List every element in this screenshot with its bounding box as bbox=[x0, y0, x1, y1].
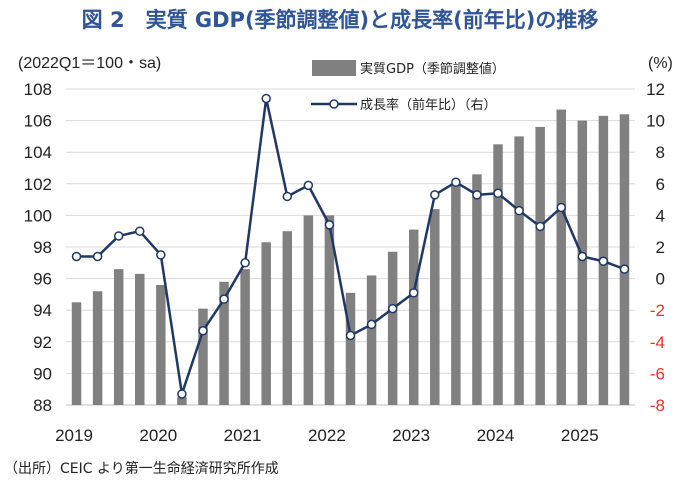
left-tick-label: 98 bbox=[33, 238, 52, 257]
right-tick-label: 8 bbox=[656, 143, 665, 162]
gdp-bar-2020Q4 bbox=[219, 281, 229, 405]
growth-point-2025Q2 bbox=[598, 256, 609, 266]
legend: 実質GDP（季節調整値） 成長率（前年比）（右） bbox=[311, 60, 505, 113]
left-tick-label: 94 bbox=[33, 301, 52, 320]
x-tick-label: 2021 bbox=[224, 426, 262, 445]
left-tick-label: 100 bbox=[24, 206, 52, 225]
right-axis-unit: (%) bbox=[648, 55, 673, 72]
x-tick-label: 2023 bbox=[392, 426, 430, 445]
chart-title: 図 2 実質 GDP(季節調整値)と成長率(前年比)の推移 bbox=[81, 8, 599, 32]
right-tick-label: -6 bbox=[650, 364, 665, 383]
growth-point-2020Q3 bbox=[198, 325, 208, 336]
left-tick-label: 90 bbox=[33, 364, 52, 383]
growth-point-2021Q2 bbox=[261, 93, 271, 104]
left-tick-label: 88 bbox=[33, 396, 52, 415]
right-tick-label: 4 bbox=[656, 206, 665, 225]
legend-line-marker bbox=[329, 99, 339, 109]
growth-point-2024Q4 bbox=[556, 202, 566, 213]
gdp-bar-2022Q3 bbox=[366, 275, 377, 405]
growth-point-2022Q1 bbox=[324, 220, 335, 230]
gdp-bar-2020Q3 bbox=[198, 308, 208, 405]
x-tick-label: 2025 bbox=[561, 426, 599, 445]
gdp-bar-2024Q2 bbox=[514, 136, 524, 405]
growth-point-2021Q3 bbox=[282, 191, 293, 202]
growth-line bbox=[71, 93, 630, 399]
gdp-bar-2021Q2 bbox=[261, 242, 271, 405]
x-tick-label: 2022 bbox=[308, 426, 346, 445]
right-tick-label: -8 bbox=[650, 396, 665, 415]
gdp-bar-2020Q2 bbox=[177, 397, 187, 405]
left-tick-label: 96 bbox=[33, 270, 52, 289]
gdp-bar-2019Q3 bbox=[113, 269, 124, 405]
gdp-bar-2023Q4 bbox=[472, 174, 482, 405]
left-axis-unit: (2022Q1＝100・sa) bbox=[18, 55, 161, 72]
left-tick-label: 92 bbox=[33, 333, 52, 352]
growth-point-2025Q3 bbox=[619, 264, 630, 274]
growth-point-2024Q3 bbox=[535, 221, 545, 232]
gdp-bar-2023Q1 bbox=[408, 229, 419, 405]
right-tick-label: -4 bbox=[650, 333, 665, 352]
growth-point-2020Q1 bbox=[156, 250, 166, 260]
legend-bar-swatch bbox=[312, 60, 356, 76]
gdp-bar-2022Q4 bbox=[387, 251, 398, 405]
growth-point-2022Q4 bbox=[387, 303, 398, 314]
x-tick-label: 2019 bbox=[55, 426, 93, 445]
x-tick-label: 2024 bbox=[477, 426, 515, 445]
right-tick-label: 10 bbox=[646, 112, 665, 131]
gdp-bar-2024Q1 bbox=[493, 144, 503, 406]
growth-point-2024Q1 bbox=[493, 188, 503, 199]
gdp-bars bbox=[71, 109, 630, 406]
growth-point-2020Q2 bbox=[177, 389, 187, 399]
growth-point-2023Q1 bbox=[408, 288, 419, 298]
gdp-bar-2022Q1 bbox=[324, 215, 335, 405]
growth-point-2019Q1 bbox=[71, 251, 82, 262]
gdp-bar-2021Q4 bbox=[303, 215, 314, 405]
gdp-bar-2020Q1 bbox=[156, 284, 166, 405]
x-tick-label: 2020 bbox=[139, 426, 177, 445]
growth-point-2025Q1 bbox=[577, 251, 588, 262]
growth-point-2019Q4 bbox=[135, 226, 145, 236]
gdp-bar-2025Q1 bbox=[577, 120, 588, 405]
growth-point-2024Q2 bbox=[514, 205, 524, 216]
right-tick-label: -2 bbox=[650, 301, 665, 320]
growth-point-2021Q4 bbox=[303, 180, 314, 191]
source-note: （出所）CEIC より第一生命経済研究所作成 bbox=[4, 461, 279, 477]
left-tick-label: 102 bbox=[24, 175, 52, 194]
right-tick-label: 6 bbox=[656, 175, 665, 194]
growth-point-2022Q3 bbox=[366, 319, 377, 330]
left-tick-label: 104 bbox=[24, 143, 52, 162]
growth-point-2019Q2 bbox=[92, 251, 103, 262]
right-tick-label: 2 bbox=[656, 238, 665, 257]
gdp-bar-2023Q3 bbox=[451, 185, 461, 405]
gdp-bar-2024Q4 bbox=[556, 109, 566, 405]
gdp-bar-2022Q2 bbox=[345, 292, 356, 405]
left-tick-label: 108 bbox=[24, 80, 52, 99]
growth-point-2023Q4 bbox=[472, 190, 482, 200]
axis-ticks: 88 90 92 94 96 98 100 102 104 106 108 -8 -6 -4 -2 0 2 4 6 8… bbox=[24, 80, 665, 445]
growth-point-2019Q3 bbox=[113, 231, 124, 241]
growth-point-2023Q3 bbox=[451, 177, 461, 187]
gdp-bar-2021Q1 bbox=[240, 269, 250, 405]
growth-point-2021Q1 bbox=[240, 258, 250, 268]
right-tick-label: 12 bbox=[646, 80, 665, 99]
growth-point-2022Q2 bbox=[345, 330, 356, 341]
gdp-bar-2024Q3 bbox=[535, 126, 545, 406]
right-tick-label: 0 bbox=[656, 270, 665, 289]
gdp-bar-2019Q2 bbox=[92, 291, 103, 405]
gdp-bar-2025Q3 bbox=[619, 114, 630, 405]
legend-line-label: 成長率（前年比）（右） bbox=[360, 97, 497, 113]
left-tick-label: 106 bbox=[24, 112, 52, 131]
legend-bar-label: 実質GDP（季節調整値） bbox=[360, 61, 505, 77]
growth-point-2020Q4 bbox=[219, 294, 229, 304]
gdp-bar-2019Q4 bbox=[135, 273, 145, 405]
gdp-bar-2021Q3 bbox=[282, 231, 293, 405]
gdp-bar-2023Q2 bbox=[430, 209, 440, 405]
growth-point-2023Q2 bbox=[430, 190, 440, 200]
gdp-bar-2019Q1 bbox=[71, 302, 82, 405]
